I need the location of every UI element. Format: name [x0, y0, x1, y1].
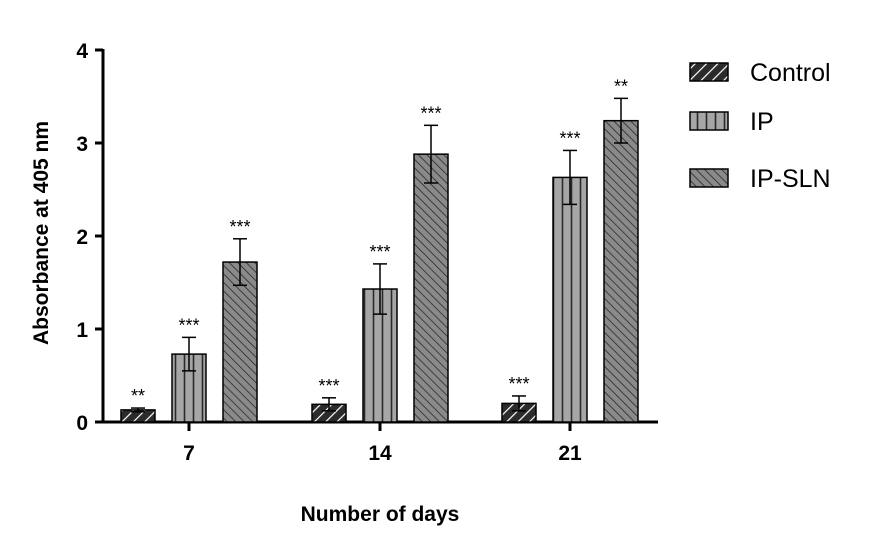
significance-label: ** [131, 386, 145, 406]
x-axis-title: Number of days [301, 503, 460, 526]
bar-ip-sln-day-7 [222, 261, 258, 423]
legend-label: IP [750, 108, 774, 136]
x-tick-label: 14 [368, 442, 392, 465]
bar-ip-sln-day-21 [603, 119, 639, 423]
error-bar [563, 149, 577, 206]
y-tick-label: 0 [76, 412, 88, 435]
legend-swatch [689, 168, 729, 188]
significance-label: *** [229, 217, 250, 237]
significance-label: *** [318, 376, 339, 396]
legend-swatch [689, 62, 729, 82]
legend-item-ip-sln: IP-SLN [689, 165, 831, 193]
y-tick-label: 1 [76, 319, 88, 342]
bar-ip-sln-day-14 [413, 153, 449, 423]
significance-label: *** [369, 242, 390, 262]
bar-ip-day-21 [552, 176, 588, 423]
legend-item-ip: IP [689, 108, 774, 136]
error-bar [182, 336, 196, 372]
error-bars [131, 97, 628, 413]
significance-label: ** [614, 76, 628, 96]
legend-swatch [689, 111, 729, 131]
y-tick-label: 4 [76, 40, 88, 63]
error-bar [233, 238, 247, 287]
x-tick-label: 21 [558, 442, 582, 465]
significance-label: *** [508, 374, 529, 394]
error-bar [131, 407, 145, 413]
y-tick-label: 3 [76, 133, 88, 156]
legend-label: Control [750, 59, 831, 87]
x-ticks: 7 14 21 [183, 422, 582, 465]
y-tick-label: 2 [76, 226, 88, 249]
legend-item-control: Control [689, 59, 831, 87]
significance-label: *** [420, 103, 441, 123]
error-bar [373, 263, 387, 315]
error-bar [512, 395, 526, 412]
error-bar [322, 397, 336, 412]
significance-label: *** [559, 128, 580, 148]
significance-label: *** [178, 315, 199, 335]
significance-labels: ***** ******************** [131, 76, 628, 406]
x-tick-label: 7 [183, 442, 195, 465]
y-ticks: 0 1 2 3 4 [76, 40, 103, 435]
legend: Control IP IP-SLN [689, 59, 831, 193]
legend-label: IP-SLN [750, 165, 831, 193]
error-bar [424, 124, 438, 184]
y-axis-title: Absorbance at 405 nm [30, 121, 53, 345]
error-bar [614, 97, 628, 144]
